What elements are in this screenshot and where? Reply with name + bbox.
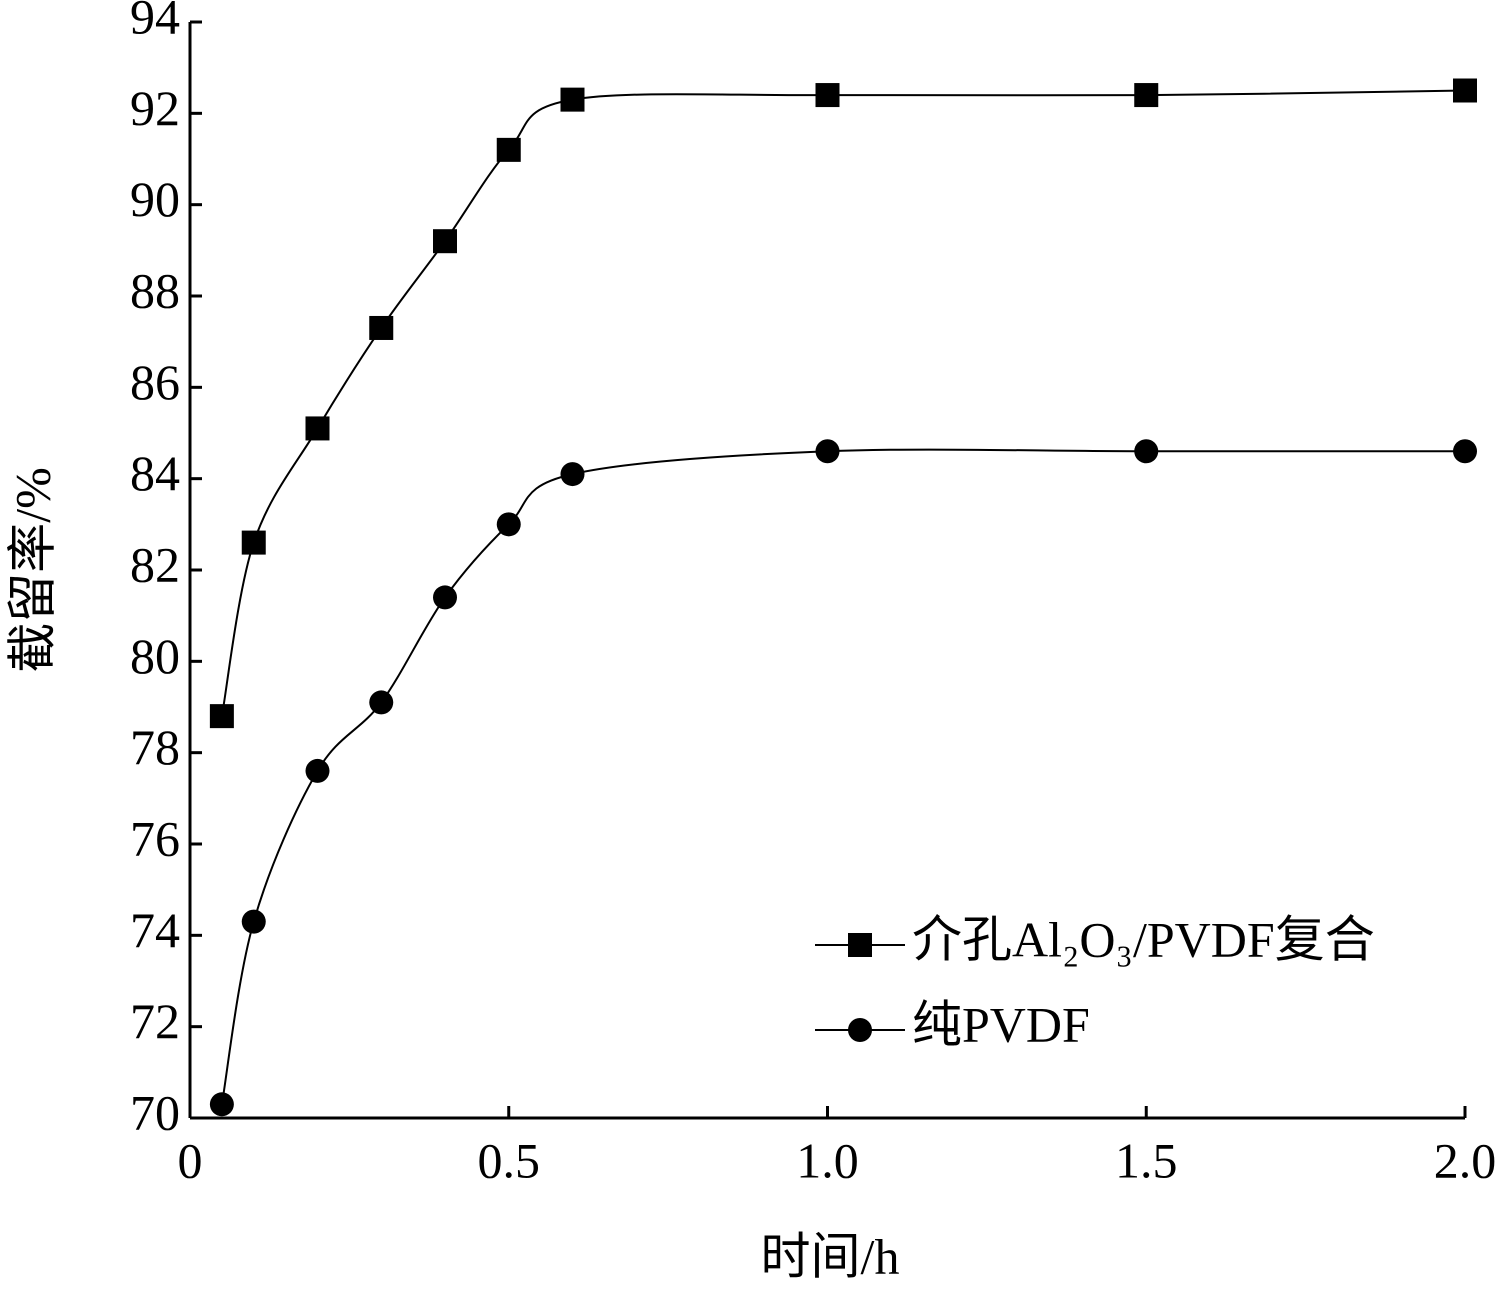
marker — [305, 416, 330, 441]
marker — [209, 704, 234, 729]
x-tick-label: 0 — [178, 1132, 203, 1188]
marker — [209, 1092, 234, 1117]
x-tick-label: 0.5 — [478, 1132, 541, 1188]
marker — [815, 439, 840, 464]
y-tick-label: 84 — [130, 445, 180, 501]
y-tick-label: 88 — [130, 262, 180, 318]
marker — [560, 462, 585, 487]
y-tick-label: 90 — [130, 171, 180, 227]
y-tick-label: 86 — [130, 354, 180, 410]
y-tick-label: 82 — [130, 536, 180, 592]
legend-marker — [848, 1018, 872, 1042]
marker — [1453, 439, 1477, 464]
y-tick-label: 92 — [130, 80, 180, 136]
marker — [1134, 83, 1159, 108]
marker — [1134, 439, 1159, 464]
marker — [815, 83, 840, 108]
series-line — [220, 448, 1465, 1105]
marker — [1453, 78, 1477, 103]
y-tick-label: 78 — [130, 719, 180, 775]
x-tick-label: 1.5 — [1115, 1132, 1178, 1188]
marker — [369, 690, 394, 715]
x-tick-label: 2.0 — [1434, 1132, 1497, 1188]
legend-label: 纯PVDF — [912, 996, 1090, 1052]
y-tick-label: 94 — [130, 0, 180, 44]
marker — [369, 315, 394, 340]
marker — [433, 229, 457, 254]
x-tick-label: 1.0 — [796, 1132, 859, 1188]
marker — [305, 758, 330, 783]
marker — [241, 909, 266, 934]
legend-label: 介孔Al₂O₃/PVDF复合 — [912, 911, 1375, 967]
legend-marker — [848, 933, 872, 957]
x-axis-label: 时间/h — [761, 1228, 900, 1284]
y-tick-label: 74 — [130, 902, 180, 958]
marker — [241, 530, 266, 555]
marker — [496, 137, 521, 162]
marker — [560, 87, 585, 112]
y-tick-label: 76 — [130, 810, 180, 866]
y-axis-label: 截留率/% — [4, 467, 60, 673]
series-line — [220, 89, 1466, 717]
marker — [433, 585, 457, 610]
y-tick-label: 80 — [130, 628, 180, 684]
y-tick-label: 72 — [130, 993, 180, 1049]
marker — [496, 512, 521, 537]
y-tick-label: 70 — [130, 1084, 180, 1140]
